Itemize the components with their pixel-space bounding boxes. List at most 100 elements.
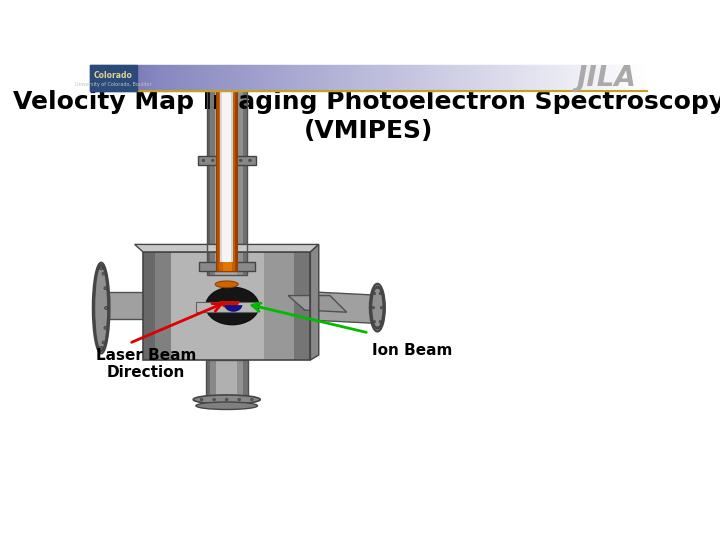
Bar [256, 65, 258, 91]
Bar [498, 65, 499, 91]
Bar [300, 65, 302, 91]
Bar [393, 65, 395, 91]
Bar [574, 65, 575, 91]
Bar [143, 252, 155, 360]
Bar [501, 65, 503, 91]
Bar [324, 65, 326, 91]
Bar [620, 65, 622, 91]
Bar [387, 65, 390, 91]
Bar [105, 65, 107, 91]
Bar [196, 65, 198, 91]
Bar [206, 360, 210, 402]
Bar [378, 65, 380, 91]
Bar [336, 65, 338, 91]
Bar [341, 65, 343, 91]
Bar [103, 65, 105, 91]
Bar [486, 65, 488, 91]
Bar [217, 65, 218, 91]
Bar [395, 65, 397, 91]
Bar [343, 65, 345, 91]
Bar [559, 65, 561, 91]
Bar [351, 65, 352, 91]
Ellipse shape [374, 321, 376, 323]
Bar [583, 65, 585, 91]
Ellipse shape [220, 159, 223, 161]
Bar [360, 65, 361, 91]
Bar [444, 65, 445, 91]
Bar [533, 65, 534, 91]
Bar [374, 65, 377, 91]
Bar [326, 65, 328, 91]
Ellipse shape [206, 287, 258, 325]
Bar [451, 65, 453, 91]
Bar [505, 65, 507, 91]
Bar [310, 65, 311, 91]
Bar [93, 293, 143, 320]
Bar [143, 252, 310, 360]
Bar [618, 65, 620, 91]
Bar [276, 65, 278, 91]
Bar [575, 65, 577, 91]
Bar [263, 65, 265, 91]
Bar [112, 65, 114, 91]
Bar [587, 65, 588, 91]
Bar [555, 65, 557, 91]
Ellipse shape [248, 159, 251, 161]
Bar [266, 65, 269, 91]
Bar [155, 252, 171, 360]
Bar [271, 65, 272, 91]
Bar [549, 65, 552, 91]
Bar [185, 65, 186, 91]
Ellipse shape [379, 292, 382, 295]
Bar [218, 65, 220, 91]
Bar [278, 65, 280, 91]
Bar [499, 65, 501, 91]
Bar [323, 65, 324, 91]
Bar [174, 65, 176, 91]
Bar [520, 65, 521, 91]
Bar [510, 65, 512, 91]
Bar [207, 65, 209, 91]
Bar [304, 65, 306, 91]
Bar [114, 65, 116, 91]
Bar [332, 65, 333, 91]
Bar [328, 65, 330, 91]
Bar [132, 65, 135, 91]
Bar [140, 65, 142, 91]
Bar [601, 65, 603, 91]
Bar [150, 65, 151, 91]
Bar [507, 65, 508, 91]
Bar [220, 87, 222, 262]
Bar [516, 65, 518, 91]
Bar [348, 65, 351, 91]
Ellipse shape [104, 327, 107, 329]
Bar [293, 65, 294, 91]
Bar [142, 65, 144, 91]
Bar [626, 65, 628, 91]
Bar [485, 65, 486, 91]
Bar [462, 65, 464, 91]
Bar [240, 65, 243, 91]
Bar [392, 65, 393, 91]
Bar [408, 65, 410, 91]
Ellipse shape [216, 77, 237, 82]
Ellipse shape [251, 77, 254, 78]
Bar [399, 65, 400, 91]
Bar [546, 65, 548, 91]
Bar [233, 65, 235, 91]
Bar [503, 65, 505, 91]
Ellipse shape [372, 287, 384, 328]
Bar [90, 65, 92, 91]
Bar [224, 65, 226, 91]
Bar [220, 65, 222, 91]
Ellipse shape [193, 395, 260, 404]
Bar [164, 65, 166, 91]
Bar [122, 65, 124, 91]
Bar [176, 65, 177, 91]
Bar [418, 65, 419, 91]
Bar [512, 65, 514, 91]
Bar [297, 65, 298, 91]
Bar [428, 65, 431, 91]
Ellipse shape [212, 159, 214, 161]
Bar [226, 65, 228, 91]
